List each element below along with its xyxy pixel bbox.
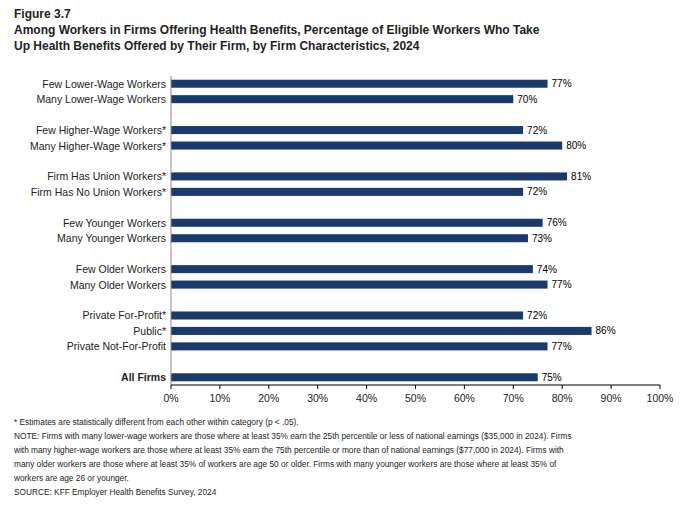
- bar: [171, 327, 592, 335]
- category-label: Few Older Workers: [76, 263, 166, 275]
- category-label: All Firms: [121, 371, 166, 383]
- bar: [171, 342, 548, 350]
- bar: [171, 188, 523, 196]
- data-label: 72%: [527, 186, 547, 197]
- data-label: 70%: [517, 94, 537, 105]
- x-tick-label: 0%: [163, 392, 178, 404]
- bar: [171, 126, 523, 134]
- category-label: Firm Has Union Workers*: [47, 170, 166, 182]
- footnote: SOURCE: KFF Employer Health Benefits Sur…: [14, 487, 217, 497]
- category-label: Many Higher-Wage Workers*: [30, 140, 166, 152]
- bar: [171, 265, 533, 273]
- x-tick: [317, 385, 318, 389]
- data-label: 81%: [571, 171, 591, 182]
- x-tick-label: 50%: [405, 392, 426, 404]
- x-tick-label: 70%: [503, 392, 524, 404]
- data-label: 72%: [527, 310, 547, 321]
- x-tick-label: 90%: [601, 392, 622, 404]
- bars: [171, 80, 592, 382]
- data-label: 86%: [596, 325, 616, 336]
- data-label: 80%: [566, 140, 586, 151]
- x-tick: [562, 385, 563, 389]
- data-label: 77%: [552, 279, 572, 290]
- category-label: Firm Has No Union Workers*: [31, 186, 166, 198]
- x-tick-label: 80%: [552, 392, 573, 404]
- footnote: workers are age 26 or younger.: [13, 473, 129, 483]
- category-label: Many Older Workers: [70, 279, 166, 291]
- x-tick-label: 100%: [647, 392, 674, 404]
- x-tick: [268, 385, 269, 389]
- data-label: 73%: [532, 233, 552, 244]
- bar: [171, 234, 528, 242]
- bar: [171, 311, 523, 319]
- category-label: Many Younger Workers: [57, 232, 166, 244]
- data-label: 76%: [547, 217, 567, 228]
- x-tick: [611, 385, 612, 389]
- data-label: 77%: [552, 341, 572, 352]
- category-label: Private Not-For-Profit: [67, 340, 166, 352]
- y-axis-line: [171, 76, 172, 385]
- x-tick: [513, 385, 514, 389]
- x-tick: [660, 385, 661, 389]
- bar: [171, 80, 548, 88]
- bar: [171, 142, 562, 150]
- bar: [171, 281, 548, 289]
- x-tick: [171, 385, 172, 389]
- bar: [171, 172, 567, 180]
- x-tick-label: 40%: [356, 392, 377, 404]
- category-label: Public*: [133, 325, 166, 337]
- category-label: Private For-Profit*: [83, 309, 166, 321]
- x-tick-label: 20%: [258, 392, 279, 404]
- x-tick-label: 10%: [209, 392, 230, 404]
- footnote: * Estimates are statistically different …: [14, 417, 299, 427]
- footnote: many older workers are those where at le…: [14, 459, 557, 469]
- x-tick: [415, 385, 416, 389]
- subtitle: Up Health Benefits Offered by Their Firm…: [14, 39, 420, 53]
- category-label: Many Lower-Wage Workers: [36, 93, 166, 105]
- data-label: 75%: [542, 372, 562, 383]
- data-label: 74%: [537, 264, 557, 275]
- category-label: Few Higher-Wage Workers*: [36, 124, 166, 136]
- data-label: 77%: [552, 78, 572, 89]
- bar: [171, 95, 513, 103]
- category-label: Few Younger Workers: [63, 217, 166, 229]
- chart: Figure 3.7 Among Workers in Firms Offerin…: [0, 0, 698, 525]
- footnote: NOTE: Firms with many lower-wage workers…: [14, 431, 572, 441]
- bar: [171, 219, 543, 227]
- x-tick: [219, 385, 220, 389]
- subtitle: Among Workers in Firms Offering Health B…: [14, 23, 540, 37]
- x-tick-label: 30%: [307, 392, 328, 404]
- footnote: with many higher-wage workers are those …: [13, 445, 564, 455]
- x-tick: [464, 385, 465, 389]
- x-tick-label: 60%: [454, 392, 475, 404]
- category-label: Few Lower-Wage Workers: [42, 78, 166, 90]
- bar: [171, 373, 538, 381]
- data-label: 72%: [527, 125, 547, 136]
- title: Figure 3.7: [14, 7, 71, 21]
- x-tick: [366, 385, 367, 389]
